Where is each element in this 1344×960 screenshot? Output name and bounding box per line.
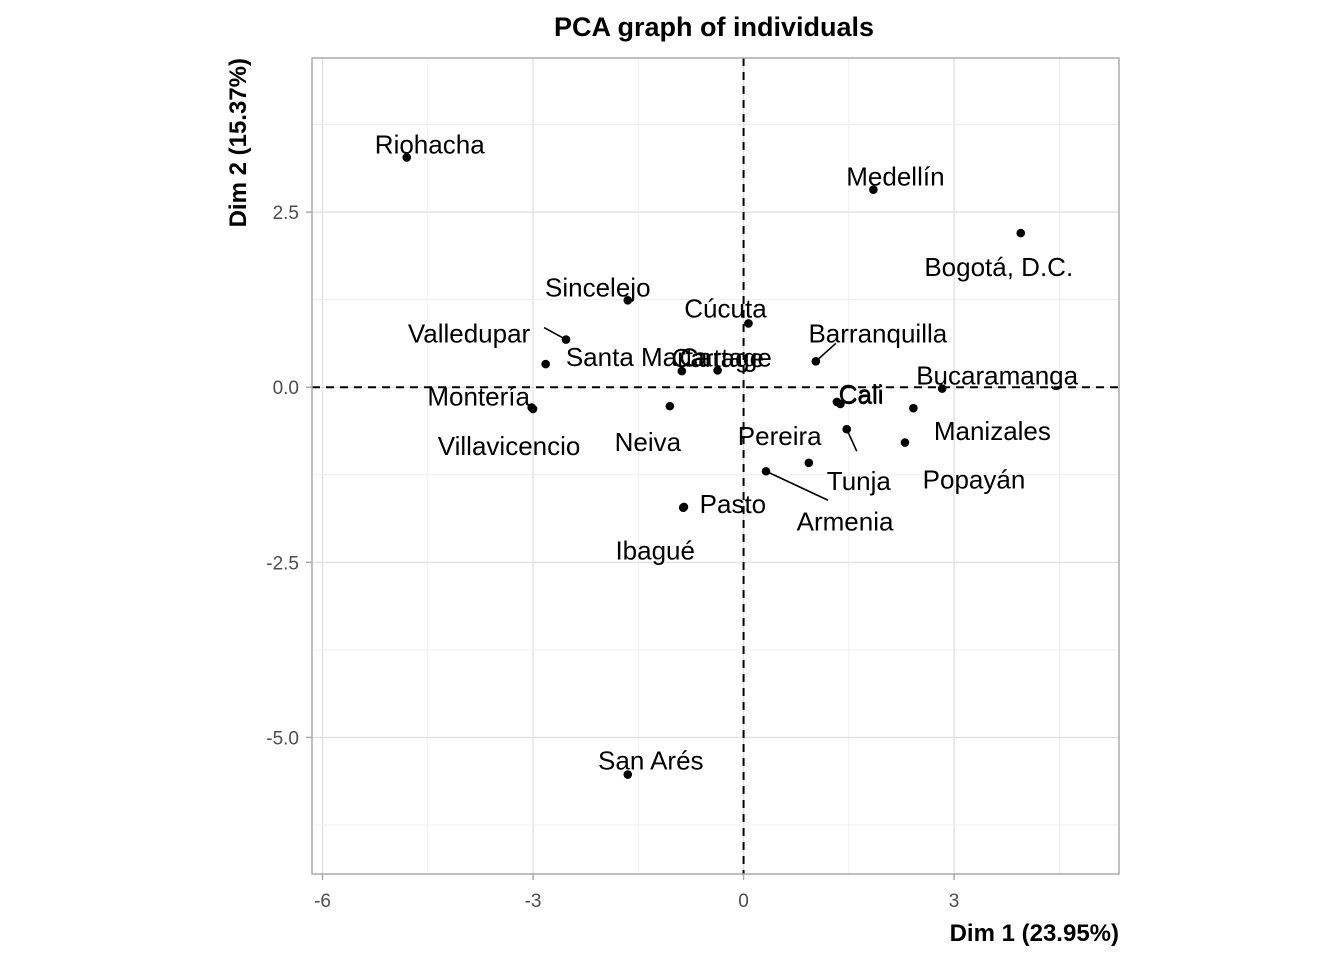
- x-tick-label: -3: [525, 891, 542, 912]
- x-axis-title: Dim 1 (23.95%): [950, 920, 1119, 947]
- data-label: Barranquilla: [808, 318, 947, 348]
- reference-lines: [312, 58, 1119, 874]
- data-label: San Arés: [598, 746, 704, 776]
- data-label: Cúcuta: [684, 293, 767, 323]
- data-label: Manizales: [934, 416, 1051, 446]
- data-point: [623, 770, 633, 779]
- data-point: [937, 384, 947, 393]
- y-axis-title: Dim 2 (15.37%): [225, 58, 252, 227]
- y-tick-label: 0.0: [273, 378, 299, 399]
- data-point: [1016, 228, 1026, 238]
- data-point: [869, 185, 878, 194]
- data-label: Pasto: [700, 489, 767, 519]
- data-point: [402, 153, 412, 162]
- label-leader-line: [815, 342, 837, 362]
- data-points: [402, 153, 1026, 779]
- data-point: [623, 296, 633, 305]
- data-point: [761, 466, 771, 476]
- data-label: Tunja: [827, 466, 892, 496]
- label-leader-line: [765, 470, 829, 501]
- data-point: [713, 366, 722, 375]
- data-label: Bucaramanga: [916, 361, 1078, 391]
- data-label: Popayán: [923, 465, 1026, 495]
- data-label: Valledupar: [408, 319, 531, 349]
- y-tick-label: 2.5: [273, 203, 299, 224]
- data-label: Sincelejo: [545, 272, 651, 302]
- data-point: [677, 366, 687, 376]
- x-tick-label: 3: [949, 891, 960, 912]
- data-label: Santa Marta: [566, 342, 708, 372]
- data-point: [541, 359, 550, 369]
- data-point: [804, 458, 814, 468]
- data-label: Medellín: [846, 162, 944, 192]
- data-point: [900, 438, 910, 447]
- data-label: Riohacha: [375, 129, 485, 159]
- data-point: [909, 403, 918, 413]
- data-label: Cali: [839, 380, 884, 410]
- x-tick-label: 0: [738, 891, 749, 912]
- data-point: [842, 424, 852, 434]
- data-point: [561, 335, 571, 344]
- data-label: Neiva: [615, 427, 682, 457]
- data-label: Cartage: [679, 342, 772, 372]
- data-point: [528, 404, 538, 414]
- x-tick-label: -6: [314, 891, 331, 912]
- data-label: Armenia: [797, 506, 894, 536]
- data-labels: Riohacha Medellín Bogotá, D.C. Sincelejo Cúc…: [375, 129, 1079, 775]
- data-point: [811, 356, 821, 366]
- data-point: [665, 401, 675, 411]
- data-label: Cali: [839, 379, 884, 409]
- y-tick-label: -5.0: [266, 728, 299, 749]
- data-point: [678, 503, 688, 512]
- data-label: Cartage: [672, 343, 765, 373]
- panel-border: [311, 57, 1120, 875]
- axis-ticks: -6 -3 0 3 2.5 0.0 -2.5 -5.0: [266, 203, 959, 912]
- data-label: Pereira: [738, 421, 822, 451]
- chart-title: PCA graph of individuals: [554, 12, 874, 42]
- y-tick-label: -2.5: [266, 553, 299, 574]
- data-label: Montería: [427, 382, 530, 412]
- data-label: Bogotá, D.C.: [924, 252, 1073, 282]
- data-point: [836, 399, 845, 409]
- data-label: Ibagué: [615, 536, 695, 566]
- data-label: Villavicencio: [438, 431, 581, 461]
- data-point: [744, 319, 753, 328]
